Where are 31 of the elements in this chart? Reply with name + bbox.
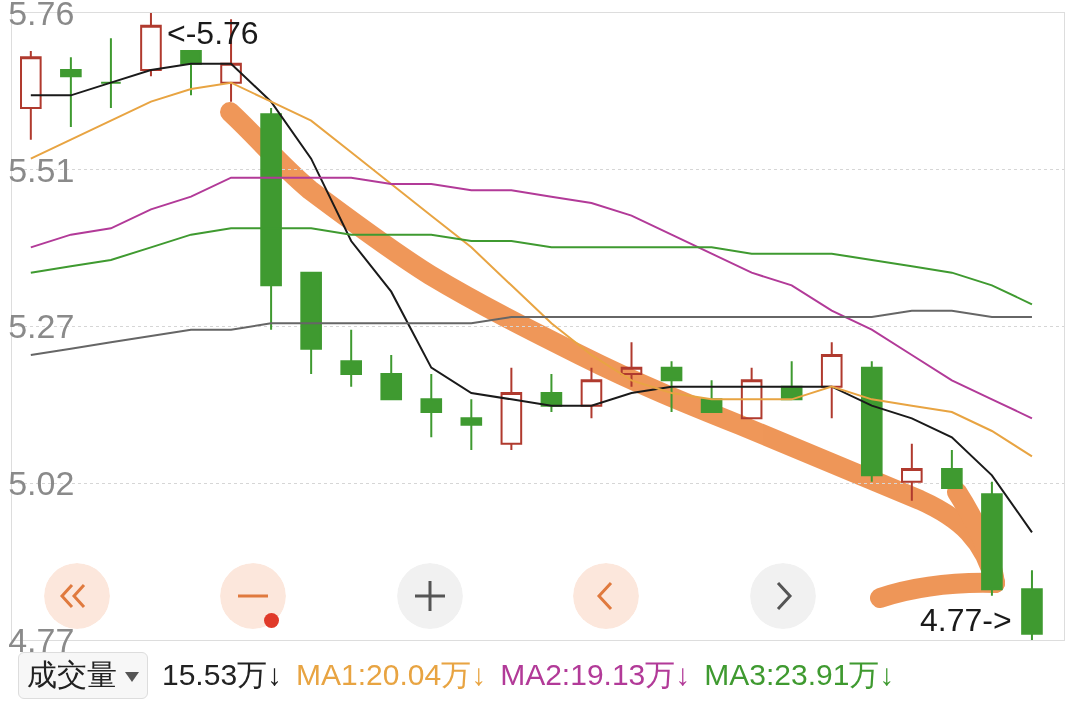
- candlestick: [860, 360, 883, 483]
- candlestick: [20, 50, 42, 141]
- candlestick: [620, 341, 643, 388]
- candlestick: [981, 480, 1003, 597]
- candlestick: [340, 328, 362, 388]
- candlestick: [740, 366, 763, 420]
- candlestick: [100, 37, 122, 109]
- y-tick-label: 5.02: [8, 464, 75, 503]
- text: MA3:23.91万↓: [704, 656, 895, 693]
- candlestick: [580, 366, 603, 420]
- candlestick: [941, 449, 963, 489]
- candlestick: [820, 341, 843, 420]
- candlestick: [180, 50, 202, 97]
- candlestick: [500, 366, 523, 451]
- y-tick-label: 5.51: [8, 150, 75, 189]
- annotation: 4.77->: [920, 602, 1012, 638]
- y-tick-label: 5.27: [8, 307, 75, 346]
- candlestick: [420, 373, 443, 439]
- candlestick: [660, 360, 683, 413]
- text: 成交量: [18, 651, 148, 699]
- candlestick: [1021, 569, 1043, 640]
- text: MA1:20.04万↓: [296, 656, 487, 693]
- candlestick: [380, 354, 403, 401]
- candlestick: [460, 398, 483, 451]
- candlestick: [60, 56, 82, 128]
- text: 15.53万↓: [162, 656, 283, 693]
- y-tick-label: 5.76: [8, 0, 75, 32]
- text: MA2:19.13万↓: [500, 656, 691, 693]
- candlestick: [300, 271, 322, 375]
- candlestick: [140, 13, 162, 78]
- candlestick: [901, 442, 923, 502]
